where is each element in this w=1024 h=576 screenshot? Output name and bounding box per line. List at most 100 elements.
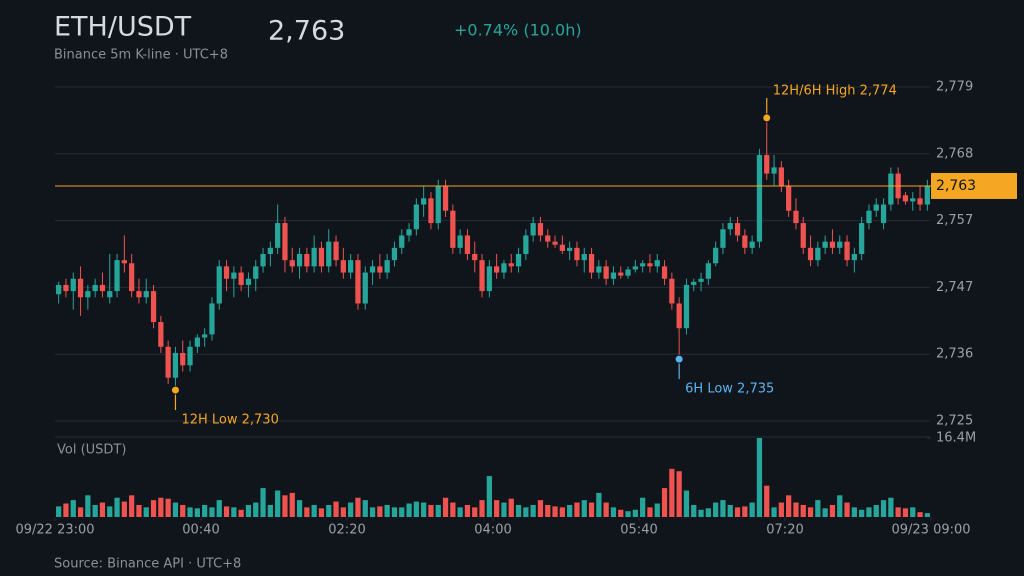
source-note: Source: Binance API · UTC+8 [54, 557, 241, 572]
price-change: +0.74% (10.0h) [454, 21, 582, 40]
candle-body [296, 254, 303, 267]
volume-bar [92, 504, 98, 517]
candle-body [720, 229, 726, 248]
volume-bar [720, 500, 726, 517]
volume-bar [85, 495, 91, 517]
candle-body [202, 334, 208, 338]
candle-body [844, 241, 850, 261]
candle-body [910, 198, 916, 202]
volume-bar [545, 504, 551, 517]
volume-bar [895, 507, 901, 517]
candle-body [282, 223, 288, 261]
volume-bar [107, 506, 113, 517]
volume-bar [311, 504, 317, 517]
candle-body [63, 284, 69, 292]
candle-body [231, 272, 237, 279]
candle-body [70, 278, 76, 292]
candle-body [545, 235, 551, 242]
volume-bar [77, 507, 84, 517]
candle-body [574, 247, 580, 261]
volume-bar [807, 507, 814, 517]
candle-body [384, 260, 390, 273]
volume-bar [355, 497, 361, 517]
candle-body [829, 241, 836, 248]
volume-bar [917, 512, 923, 517]
candle-body [800, 223, 806, 248]
volume-bar [369, 507, 376, 517]
y-tick-label: 2,736 [936, 347, 973, 362]
candle-body [873, 204, 879, 211]
annotation-label: 12H/6H High 2,774 [773, 83, 897, 98]
volume-bar [114, 497, 120, 517]
volume-bar [260, 488, 266, 517]
candle-body [340, 260, 346, 273]
candle-body [705, 263, 711, 279]
volume-bar [676, 471, 682, 517]
volume-bar [596, 492, 602, 517]
candle-body [245, 278, 252, 285]
candle-body [165, 346, 171, 378]
candle-body [603, 266, 609, 279]
candle-body [683, 284, 690, 329]
chart-subtitle: Binance 5m K-line · UTC+8 [54, 48, 228, 63]
candle-body [399, 235, 405, 248]
volume-bar [844, 502, 850, 517]
volume-bar [924, 513, 930, 517]
y-tick-label: 2,747 [936, 280, 973, 295]
volume-bar [209, 507, 215, 517]
candle-body [56, 284, 62, 295]
candle-body [537, 223, 544, 236]
annotation-marker [170, 385, 180, 395]
candle-body [749, 241, 755, 248]
volume-bar [99, 502, 106, 517]
volume-bar [508, 498, 514, 517]
volume-bar [771, 507, 777, 517]
y-tick-label: 2,768 [936, 146, 973, 161]
candle-body [260, 254, 266, 267]
volume-bar [150, 500, 157, 517]
volume-bar [202, 504, 208, 517]
candle-body [508, 263, 514, 267]
volume-bar [618, 509, 624, 517]
candle-body [223, 266, 230, 279]
candle-body [618, 272, 624, 276]
volume-bar [216, 500, 222, 517]
candle-body [457, 235, 463, 248]
candle-body [421, 198, 427, 205]
y-tick-label: 2,757 [936, 213, 973, 228]
volume-bar [859, 509, 865, 517]
candle-body [771, 167, 777, 174]
volume-bar [698, 509, 704, 517]
volume-bar [552, 506, 558, 517]
candle-body [698, 278, 704, 282]
candle-body [676, 303, 682, 329]
volume-bar [377, 506, 383, 517]
x-tick-label: 09/22 23:00 [15, 523, 94, 538]
volume-bar [406, 503, 412, 517]
annotation-label: 6H Low 2,735 [685, 382, 774, 397]
volume-bar [70, 500, 76, 517]
candle-body [691, 281, 697, 285]
candle-body [180, 352, 186, 366]
volume-bar [165, 498, 171, 517]
volume-bar [610, 507, 617, 517]
volume-bar [734, 507, 741, 517]
volume-bar [238, 509, 244, 517]
candle-body [289, 260, 295, 267]
candle-body [523, 235, 529, 254]
candle-body [815, 247, 821, 261]
candle-body [596, 266, 602, 273]
candle-body [479, 260, 485, 292]
volume-bar [289, 492, 295, 517]
annotation-marker [674, 354, 684, 364]
volume-bar [764, 485, 770, 517]
last-price: 2,763 [268, 16, 345, 47]
volume-bar [910, 507, 916, 517]
volume-bar [231, 507, 237, 517]
volume-bar [326, 504, 332, 517]
candle-body [494, 266, 500, 273]
volume-bar [129, 495, 135, 517]
volume-bar [727, 504, 733, 517]
candle-body [406, 229, 412, 236]
